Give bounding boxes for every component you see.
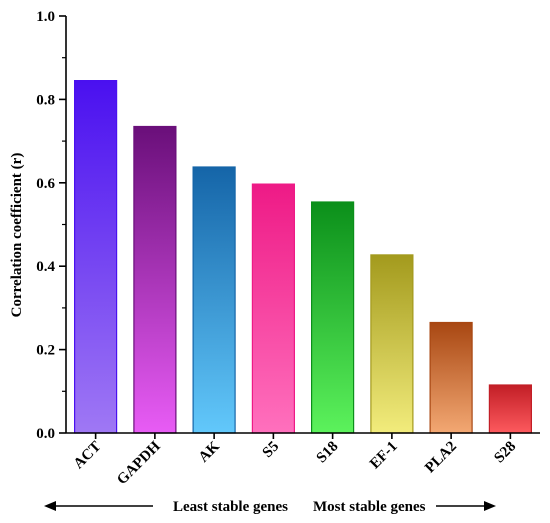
most-stable-label: Most stable genes bbox=[313, 499, 426, 515]
bar-ak bbox=[192, 166, 236, 434]
x-tick-label: PLA2 bbox=[422, 439, 460, 477]
bars-group bbox=[73, 79, 532, 434]
y-tick-label: 0.2 bbox=[36, 343, 55, 359]
y-tick-label: 0.6 bbox=[36, 176, 55, 192]
x-axis: ACT GAPDH AK S5 S18 EF-1 PLA2 S28 bbox=[66, 432, 540, 488]
bar-act bbox=[73, 79, 118, 434]
bar-gapdh bbox=[133, 125, 177, 434]
y-axis: 0.0 0.2 0.4 0.6 0.8 1.0 bbox=[36, 9, 67, 442]
bar-s28 bbox=[488, 384, 532, 434]
bar-s18 bbox=[311, 201, 355, 434]
x-tick-label: ACT bbox=[71, 439, 105, 473]
stability-annotation: Least stable genes Most stable genes bbox=[44, 499, 496, 515]
x-tick-label: GAPDH bbox=[114, 438, 164, 488]
x-tick-label: S28 bbox=[491, 439, 519, 467]
y-tick-label: 0.0 bbox=[36, 426, 55, 442]
bar-s5 bbox=[251, 183, 295, 434]
right-arrowhead bbox=[484, 501, 496, 511]
bar-pla2 bbox=[429, 321, 473, 434]
bar-ef-1 bbox=[370, 254, 414, 434]
x-tick-label: S18 bbox=[314, 439, 342, 467]
y-tick-label: 0.4 bbox=[36, 259, 55, 275]
y-axis-label: Correlation coefficient (r) bbox=[9, 153, 25, 318]
x-tick-label: EF-1 bbox=[367, 439, 401, 473]
y-tick-label: 1.0 bbox=[36, 9, 55, 25]
x-tick-label: AK bbox=[196, 438, 223, 465]
y-tick-label: 0.8 bbox=[36, 92, 55, 108]
x-tick-label: S5 bbox=[260, 439, 283, 462]
left-arrowhead bbox=[44, 501, 56, 511]
least-stable-label: Least stable genes bbox=[173, 499, 288, 515]
